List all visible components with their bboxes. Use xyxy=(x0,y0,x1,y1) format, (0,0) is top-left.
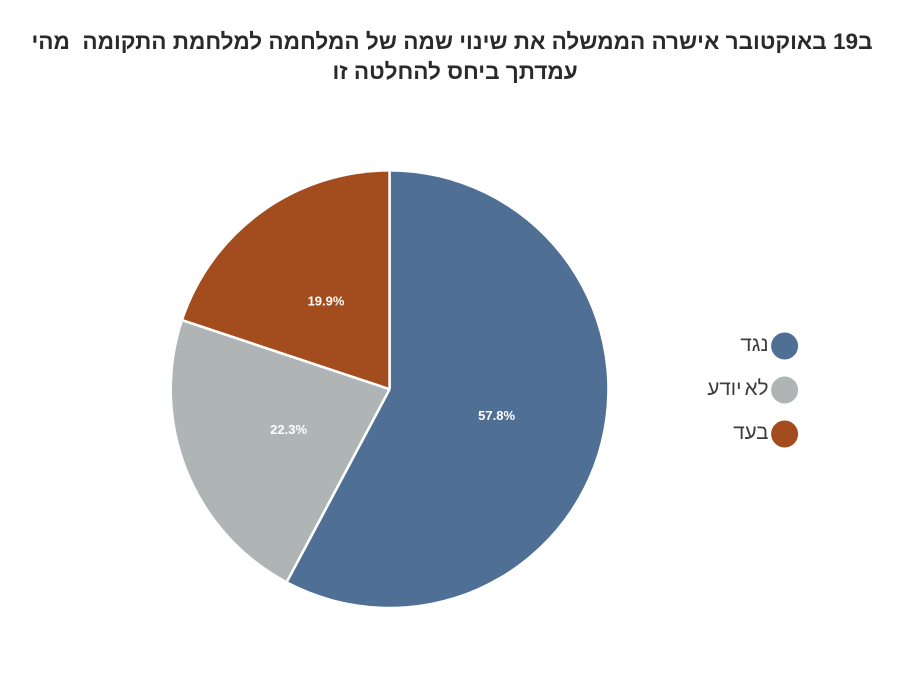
svg-text:57.8%: 57.8% xyxy=(478,408,515,423)
svg-text:19.9%: 19.9% xyxy=(308,293,345,308)
svg-text:22.3%: 22.3% xyxy=(270,422,307,437)
